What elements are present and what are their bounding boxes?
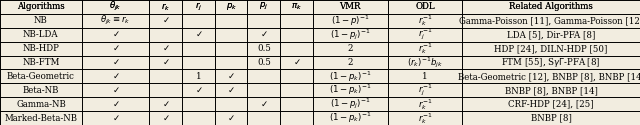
Text: NB-LDA: NB-LDA [23, 30, 59, 39]
Text: $(1-p)^{-1}$: $(1-p)^{-1}$ [331, 14, 369, 28]
Text: $p_j$: $p_j$ [259, 1, 268, 13]
Text: NB: NB [34, 16, 48, 25]
Text: FTM [55], S$\gamma\Gamma$-PFA [8]: FTM [55], S$\gamma\Gamma$-PFA [8] [501, 56, 601, 69]
Text: $\checkmark$: $\checkmark$ [111, 44, 120, 53]
Text: $\checkmark$: $\checkmark$ [195, 30, 202, 39]
Text: $\checkmark$: $\checkmark$ [195, 86, 202, 95]
Text: $r_k^{-1}$: $r_k^{-1}$ [418, 13, 432, 28]
Text: $\checkmark$: $\checkmark$ [227, 72, 235, 81]
Text: $\checkmark$: $\checkmark$ [162, 16, 170, 25]
Text: $\checkmark$: $\checkmark$ [111, 100, 120, 109]
Text: VMR: VMR [339, 2, 361, 12]
Text: $\checkmark$: $\checkmark$ [260, 100, 268, 109]
Text: $\checkmark$: $\checkmark$ [111, 72, 120, 81]
Text: $\checkmark$: $\checkmark$ [162, 114, 170, 122]
Text: 1: 1 [422, 72, 428, 81]
Text: $r_k^{-1}$: $r_k^{-1}$ [418, 41, 432, 56]
Text: $\theta_{jk}$: $\theta_{jk}$ [109, 0, 122, 14]
Text: NB-HDP: NB-HDP [22, 44, 60, 53]
Text: $p_j$: $p_j$ [259, 1, 268, 13]
Text: Algorithms: Algorithms [17, 2, 65, 12]
Text: 0.5: 0.5 [257, 58, 271, 67]
Text: $(r_k)^{-1}b_{jk}$: $(r_k)^{-1}b_{jk}$ [407, 55, 443, 70]
Text: Beta-NB: Beta-NB [22, 86, 59, 95]
Text: Beta-Geometric: Beta-Geometric [7, 72, 75, 81]
Text: $(1-p_k)^{-1}$: $(1-p_k)^{-1}$ [329, 69, 371, 84]
Text: $\checkmark$: $\checkmark$ [162, 100, 170, 109]
Text: Related Algorithms: Related Algorithms [509, 2, 593, 12]
Text: $r_k^{-1}$: $r_k^{-1}$ [418, 111, 432, 125]
Text: $\checkmark$: $\checkmark$ [111, 114, 120, 122]
Text: HDP [24], DILN-HDP [50]: HDP [24], DILN-HDP [50] [495, 44, 608, 53]
Text: $(1-p_j)^{-1}$: $(1-p_j)^{-1}$ [330, 97, 371, 111]
Text: $\checkmark$: $\checkmark$ [111, 86, 120, 95]
Text: Gamma-Poisson [11], Gamma-Poisson [12]: Gamma-Poisson [11], Gamma-Poisson [12] [459, 16, 640, 25]
Text: $(1-p_k)^{-1}$: $(1-p_k)^{-1}$ [329, 111, 371, 125]
Text: $r_j^{-1}$: $r_j^{-1}$ [418, 82, 432, 98]
Text: Marked-Beta-NB: Marked-Beta-NB [4, 114, 77, 122]
Text: Related Algorithms: Related Algorithms [509, 2, 593, 12]
Text: $\checkmark$: $\checkmark$ [111, 30, 120, 39]
Text: $r_k$: $r_k$ [161, 1, 170, 13]
Text: $\checkmark$: $\checkmark$ [227, 86, 235, 95]
Text: $r_j^{-1}$: $r_j^{-1}$ [418, 27, 432, 42]
Text: $\checkmark$: $\checkmark$ [260, 30, 268, 39]
Text: $\theta_{jk}$: $\theta_{jk}$ [109, 0, 122, 14]
Text: BNBP [8], BNBP [14]: BNBP [8], BNBP [14] [505, 86, 598, 95]
Text: $\checkmark$: $\checkmark$ [162, 44, 170, 53]
Text: 1: 1 [196, 72, 201, 81]
Text: $p_k$: $p_k$ [225, 2, 237, 13]
Text: LDA [5], Dir-PFA [8]: LDA [5], Dir-PFA [8] [507, 30, 595, 39]
Text: $(1-p_j)^{-1}$: $(1-p_j)^{-1}$ [330, 28, 371, 42]
Text: $\checkmark$: $\checkmark$ [162, 58, 170, 67]
Text: Beta-Geometric [12], BNBP [8], BNBP [14]: Beta-Geometric [12], BNBP [8], BNBP [14] [458, 72, 640, 81]
Text: $r_j$: $r_j$ [195, 1, 202, 13]
Text: ODL: ODL [415, 2, 435, 12]
Text: Gamma-NB: Gamma-NB [16, 100, 66, 109]
Text: $\pi_k$: $\pi_k$ [291, 2, 302, 12]
Text: 2: 2 [348, 44, 353, 53]
Text: $r_j$: $r_j$ [195, 1, 202, 13]
Text: $\checkmark$: $\checkmark$ [292, 58, 300, 67]
Text: $r_k^{-1}$: $r_k^{-1}$ [418, 97, 432, 112]
Text: Algorithms: Algorithms [17, 2, 65, 12]
Text: $\pi_k$: $\pi_k$ [291, 2, 302, 12]
Text: $p_k$: $p_k$ [225, 2, 237, 13]
Text: BNBP [8]: BNBP [8] [531, 114, 572, 122]
Text: $r_k$: $r_k$ [161, 1, 170, 13]
Text: 2: 2 [348, 58, 353, 67]
Text: $\checkmark$: $\checkmark$ [111, 58, 120, 67]
Text: VMR: VMR [339, 2, 361, 12]
Text: CRF-HDP [24], [25]: CRF-HDP [24], [25] [508, 100, 594, 109]
Text: $\checkmark$: $\checkmark$ [227, 114, 235, 122]
Text: 0.5: 0.5 [257, 44, 271, 53]
Text: $\theta_{jk}\equiv r_k$: $\theta_{jk}\equiv r_k$ [100, 14, 131, 27]
Text: ODL: ODL [415, 2, 435, 12]
Text: NB-FTM: NB-FTM [22, 58, 60, 67]
Text: $(1-p_k)^{-1}$: $(1-p_k)^{-1}$ [329, 83, 371, 98]
